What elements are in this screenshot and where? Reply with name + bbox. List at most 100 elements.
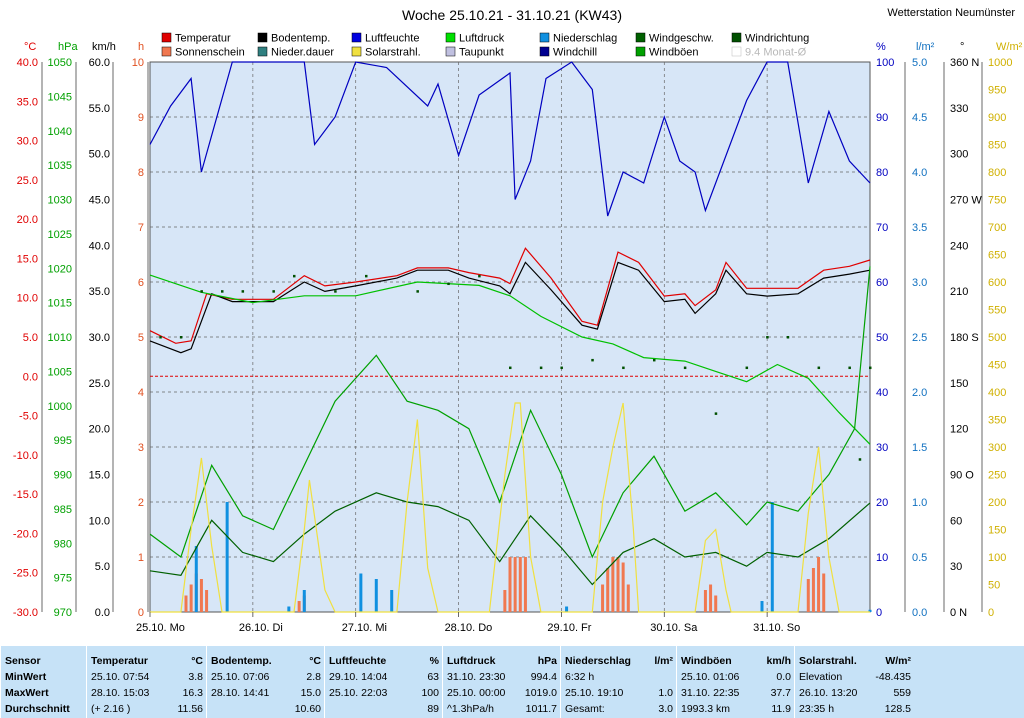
axis-tick-label-wind: 35.0 (89, 286, 110, 298)
wind-direction-point (714, 412, 718, 415)
x-axis-label: 31.10. So (753, 622, 800, 634)
axis-tick-label-dir: 150 (950, 378, 968, 390)
sunshine-bar (601, 584, 605, 612)
summary-cell-label: 31.10. 22:35 (681, 687, 740, 699)
summary-cell-label: 25.10. 00:00 (447, 687, 506, 699)
legend-label: Niederschlag (553, 33, 617, 45)
wind-direction-point (817, 366, 821, 370)
wind-direction-point (272, 290, 275, 293)
summary-col-unit: hPa (537, 655, 557, 667)
summary-cell-value: 10.60 (294, 703, 321, 715)
axis-tick-label-pressure: 975 (54, 573, 72, 585)
axis-tick-label-rain: 3.5 (912, 222, 927, 234)
axis-tick-label-solar: 600 (988, 277, 1006, 289)
axis-tick-label-humidity: 40 (876, 387, 888, 399)
summary-cell-value: 994.4 (530, 671, 557, 683)
axis-tick-label-humidity: 0 (876, 607, 882, 619)
sunshine-bar (297, 601, 301, 612)
summary-col-title: Windböen (681, 655, 732, 667)
legend-swatch (351, 46, 362, 57)
sunshine-bar (199, 579, 203, 612)
legend-label: Sonnenschein (175, 47, 245, 59)
axis-tick-label-dir: 330 (950, 103, 968, 115)
row-label-max: MaxWert (5, 687, 49, 699)
summary-cell-label: 28.10. 14:41 (211, 687, 270, 699)
legend-swatch (257, 32, 268, 43)
axis-tick-label-solar: 550 (988, 305, 1006, 317)
axis-tick-label-temp: 30.0 (17, 136, 38, 148)
axis-tick-label-pressure: 1010 (48, 332, 72, 344)
rain-bar (868, 609, 872, 612)
axis-unit-solar: W/m² (996, 41, 1023, 53)
axis-tick-label-pressure: 1005 (48, 366, 72, 378)
axis-tick-label-wind: 20.0 (89, 424, 110, 436)
summary-cell-label: 29.10. 14:04 (329, 671, 388, 683)
legend-label: Taupunkt (459, 47, 504, 59)
axis-tick-label-dir: 360 N (950, 57, 979, 69)
axis-tick-label-humidity: 70 (876, 222, 888, 234)
summary-table: Sensor MinWert MaxWert Durchschnitt Temp… (0, 646, 1024, 718)
summary-cell-label: (+ 2.16 ) (91, 703, 131, 715)
summary-cell-value: 89 (427, 703, 439, 715)
axis-tick-label-sun: 5 (138, 332, 144, 344)
wind-direction-point (179, 336, 183, 339)
axis-tick-label-rain: 0.5 (912, 552, 927, 564)
series-line (149, 266, 871, 559)
axis-tick-label-humidity: 60 (876, 277, 888, 289)
axis-tick-label-temp: 5.0 (23, 332, 38, 344)
sunshine-bar (822, 573, 826, 612)
axis-tick-label-solar: 350 (988, 415, 1006, 427)
legend-swatch (731, 46, 742, 57)
wind-direction-point (200, 290, 203, 293)
legend-swatch (445, 32, 456, 43)
axis-tick-label-solar: 300 (988, 442, 1006, 454)
sunshine-bar (806, 579, 810, 612)
summary-cell-value: 37.7 (770, 687, 791, 699)
axis-tick-label-pressure: 970 (54, 607, 72, 619)
axis-tick-label-temp: -5.0 (19, 411, 38, 423)
axis-tick-label-sun: 3 (138, 442, 144, 454)
legend-label: 9.4 Monat-Ø (745, 47, 807, 59)
axis-tick-label-pressure: 1025 (48, 229, 72, 241)
legend-swatch (731, 32, 742, 43)
axis-tick-label-temp: -10.0 (13, 450, 38, 462)
series-line (149, 61, 871, 217)
wind-direction-point (560, 366, 563, 370)
axis-tick-label-temp: 10.0 (17, 293, 38, 305)
axis-unit-pressure: hPa (58, 41, 78, 53)
rain-bar (760, 601, 764, 612)
axis-unit-temp: °C (24, 41, 36, 53)
rain-bar (374, 579, 378, 612)
axis-tick-label-temp: 40.0 (17, 57, 38, 69)
sunshine-bar (523, 557, 527, 612)
legend-label: Windchill (553, 47, 597, 59)
summary-column: Bodentemp. °C 25.10. 07:06 2.8 28.10. 14:41 1… (206, 646, 325, 718)
sunshine-bar (513, 557, 517, 612)
axis-tick-label-wind: 50.0 (89, 149, 110, 161)
axis-tick-label-wind: 55.0 (89, 103, 110, 115)
axis-tick-label-pressure: 990 (54, 470, 72, 482)
summary-cell-value: 1.0 (658, 687, 673, 699)
summary-cell-value: 100 (421, 687, 439, 699)
summary-col-title: Solarstrahl. (799, 655, 857, 667)
summary-cell-label: Elevation (799, 671, 843, 683)
axis-tick-label-wind: 40.0 (89, 240, 110, 252)
station-name: Wetterstation Neumünster (887, 7, 1015, 19)
x-axis-label: 30.10. Sa (650, 622, 698, 634)
summary-column: Temperatur °C 25.10. 07:54 3.8 28.10. 15:03 1… (86, 646, 207, 718)
legend-label: Windböen (649, 47, 699, 59)
summary-cell-label: 25.10. 19:10 (565, 687, 624, 699)
wind-direction-point (745, 366, 749, 370)
axis-unit-dir: ° (960, 41, 964, 53)
summary-cell-label: 23:35 h (799, 703, 835, 715)
summary-col-title: Luftdruck (447, 655, 496, 667)
axis-tick-label-temp: 20.0 (17, 214, 38, 226)
series-lines (149, 61, 871, 613)
axis-tick-label-solar: 750 (988, 195, 1006, 207)
legend-label: Bodentemp. (271, 33, 330, 45)
x-axis-labels: 25.10. Mo 26.10. Di 27.10. Mi 28.10. Do 29.1… (136, 612, 800, 634)
summary-cell-label: ^1.3hPa/h (447, 703, 494, 715)
sunshine-bar (817, 557, 821, 612)
rain-bar (770, 502, 774, 612)
sunshine-bar (621, 562, 625, 612)
